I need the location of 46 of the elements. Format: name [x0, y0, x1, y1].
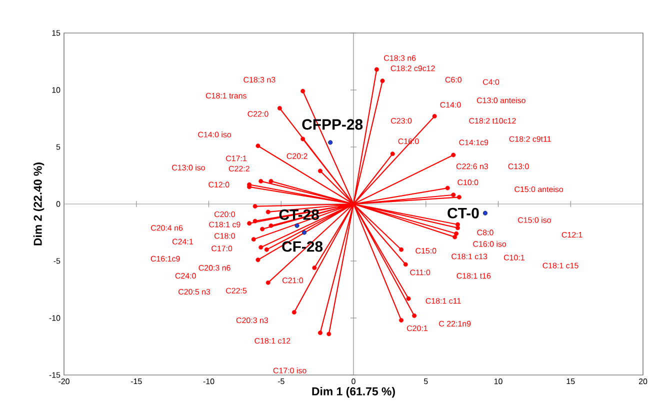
point	[277, 106, 282, 110]
point	[432, 114, 437, 118]
point	[266, 210, 270, 214]
point	[412, 313, 417, 318]
point	[406, 296, 411, 301]
point	[256, 144, 260, 148]
point	[451, 152, 456, 158]
point	[445, 186, 450, 190]
point	[292, 310, 296, 315]
point	[451, 192, 456, 198]
point	[300, 88, 306, 94]
point	[455, 226, 460, 230]
point	[264, 247, 269, 252]
point	[312, 266, 317, 270]
point	[326, 332, 332, 336]
series-label: CT-0	[448, 208, 479, 218]
point	[247, 221, 252, 226]
point	[302, 230, 307, 235]
point	[268, 178, 274, 184]
point	[260, 226, 265, 232]
point	[403, 262, 408, 267]
point	[454, 231, 459, 236]
point	[256, 258, 260, 262]
point	[294, 223, 300, 228]
point	[266, 280, 270, 285]
point	[374, 67, 379, 72]
point	[399, 247, 404, 252]
point	[318, 168, 322, 174]
point	[482, 210, 488, 216]
point	[318, 330, 322, 336]
point	[268, 223, 274, 228]
point	[252, 204, 258, 209]
point	[258, 245, 264, 250]
point	[328, 140, 333, 145]
point	[252, 218, 258, 224]
point	[452, 234, 458, 240]
point	[300, 136, 306, 142]
point	[380, 78, 385, 84]
point	[456, 194, 462, 200]
x-axis-title: Dim 1 (61.75 %)	[312, 387, 395, 398]
point	[258, 178, 264, 184]
point	[455, 222, 460, 227]
point	[390, 152, 395, 156]
point	[251, 237, 256, 242]
point	[399, 318, 404, 323]
y-axis-title: Dim 2 (22.40 %)	[33, 162, 44, 246]
